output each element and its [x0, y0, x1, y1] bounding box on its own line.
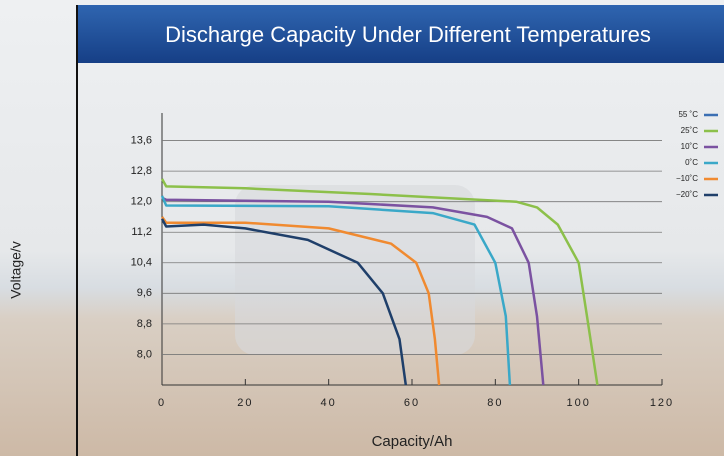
y-tick-label: 12,0	[131, 196, 152, 208]
y-tick-label: 8,0	[137, 348, 152, 360]
legend-label: −20˚C	[676, 190, 698, 199]
x-tick-label: 120	[650, 397, 674, 409]
x-tick-label: 100	[566, 397, 590, 409]
y-tick-label: 11,2	[131, 226, 152, 238]
legend-label: 0˚C	[685, 158, 698, 167]
x-tick-label: 40	[321, 397, 337, 409]
y-tick-label: 12,8	[131, 165, 152, 177]
x-tick-label: 20	[237, 397, 253, 409]
y-tick-label: 13,6	[131, 134, 152, 146]
legend-label: 55 ˚C	[678, 110, 698, 119]
y-tick-label: 9,6	[137, 287, 152, 299]
legend-label: 10˚C	[681, 142, 699, 151]
legend-label: 25˚C	[681, 126, 699, 135]
legend-label: −10˚C	[676, 174, 698, 183]
x-tick-label: 80	[487, 397, 503, 409]
y-tick-label: 8,8	[137, 318, 152, 330]
chart: Discharge Capacity Under Different Tempe…	[0, 0, 724, 456]
chart-title: Discharge Capacity Under Different Tempe…	[165, 22, 651, 47]
x-tick-label: 0	[158, 397, 166, 409]
x-axis-label: Capacity/Ah	[372, 433, 453, 450]
y-tick-label: 10,4	[131, 257, 152, 269]
x-tick-label: 60	[404, 397, 420, 409]
background-van	[235, 185, 475, 355]
y-axis-label: Voltage/v	[8, 241, 24, 299]
